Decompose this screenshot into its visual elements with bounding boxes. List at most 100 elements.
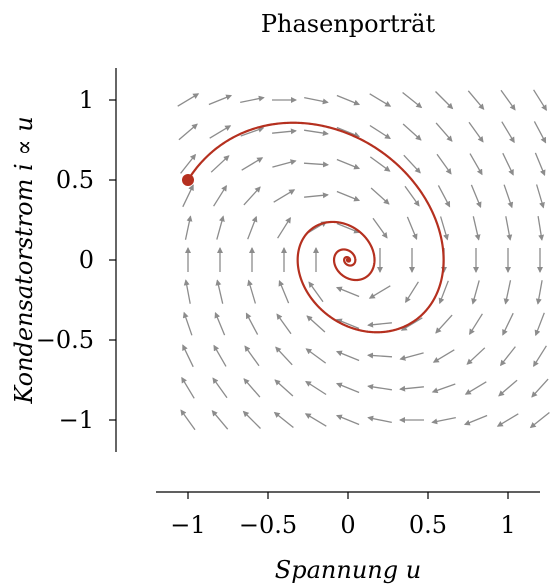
field-arrow: [181, 376, 195, 399]
trajectory-curve: [187, 121, 445, 334]
chart-title: Phasenporträt: [261, 10, 436, 38]
field-arrow: [274, 379, 294, 397]
field-arrow: [241, 157, 264, 171]
field-arrow: [432, 349, 455, 363]
field-arrow: [463, 414, 488, 426]
field-arrow: [272, 128, 297, 135]
field-arrow: [533, 89, 547, 112]
field-arrow: [467, 90, 485, 110]
field-arrow: [438, 280, 449, 305]
field-arrow: [178, 123, 198, 141]
field-arrow: [308, 281, 324, 303]
field-arrow: [369, 124, 391, 140]
field-arrow: [367, 321, 392, 328]
field-arrow: [370, 187, 390, 205]
field-arrow: [502, 312, 514, 336]
vector-field: [177, 89, 550, 431]
y-tick-label: 0.5: [56, 166, 94, 194]
field-arrow: [469, 153, 483, 176]
field-arrow: [305, 380, 327, 396]
x-tick-label: 0.5: [409, 511, 447, 539]
field-arrow: [247, 215, 258, 240]
field-arrow: [533, 121, 547, 144]
field-arrow: [499, 346, 516, 367]
field-arrow: [537, 215, 545, 241]
field-arrow: [240, 126, 265, 137]
field-arrow: [402, 91, 423, 109]
field-arrow: [399, 352, 424, 361]
field-arrow: [367, 415, 392, 424]
field-arrow: [435, 314, 453, 334]
field-arrow: [500, 89, 516, 111]
field-arrow: [470, 184, 482, 209]
field-arrow: [244, 345, 260, 367]
field-arrow: [399, 385, 424, 392]
trajectory-layer: [182, 121, 445, 334]
field-arrow: [501, 121, 515, 144]
field-arrow: [182, 311, 193, 336]
field-arrow: [243, 186, 261, 206]
field-arrow: [209, 125, 232, 139]
field-arrow: [471, 280, 480, 305]
field-arrow: [305, 348, 327, 364]
field-arrow: [469, 313, 483, 336]
field-arrow: [303, 161, 329, 168]
x-tick-label: 0: [340, 511, 355, 539]
field-arrow: [403, 154, 421, 174]
field-arrow: [211, 410, 229, 430]
y-tick-label: 0: [79, 246, 94, 274]
field-arrow: [215, 279, 224, 304]
field-arrow: [272, 159, 297, 168]
y-tick-label: −1: [59, 406, 94, 434]
field-arrow: [273, 411, 294, 429]
field-arrow: [336, 190, 361, 202]
field-arrow: [336, 158, 361, 170]
field-arrow: [336, 126, 361, 138]
x-tick-label: 1: [500, 511, 515, 539]
field-arrow: [278, 279, 290, 304]
field-arrow: [533, 345, 547, 368]
field-arrow: [304, 192, 329, 199]
field-arrow: [183, 279, 191, 304]
field-arrow: [369, 93, 392, 107]
field-arrow: [468, 121, 484, 143]
x-tick-label: −1: [170, 511, 205, 539]
field-arrow: [529, 411, 550, 429]
field-arrow: [505, 216, 513, 241]
field-arrow: [535, 280, 543, 305]
field-arrow: [335, 382, 360, 394]
field-arrow: [243, 378, 261, 398]
field-arrow: [472, 216, 481, 241]
field-arrow: [439, 216, 449, 241]
field-arrow: [466, 347, 486, 365]
field-arrow: [404, 185, 420, 207]
x-tick-label: −0.5: [239, 511, 297, 539]
field-arrow: [367, 383, 392, 391]
y-tick-label: −0.5: [36, 326, 94, 354]
field-arrow: [435, 91, 454, 110]
field-arrow: [464, 381, 487, 395]
field-arrow: [304, 96, 329, 105]
field-arrow: [247, 279, 257, 304]
field-arrow: [242, 410, 261, 429]
field-arrow: [177, 93, 200, 107]
x-axis-label: Spannung u: [275, 556, 421, 584]
y-axis-label: Kondensatorstrom i ∝ u: [10, 116, 38, 404]
field-arrow: [306, 315, 326, 333]
field-arrow: [405, 281, 419, 304]
field-arrow: [275, 346, 293, 366]
field-arrow: [502, 152, 514, 176]
field-arrow: [336, 222, 361, 234]
field-arrow: [534, 312, 545, 337]
field-arrow: [216, 215, 225, 240]
field-arrow: [402, 123, 422, 141]
field-arrow: [406, 216, 418, 241]
initial-point-marker: [182, 174, 194, 186]
field-arrow: [245, 312, 259, 335]
y-axis-ticks: 1 0.5 0 −0.5 −1: [36, 86, 116, 434]
field-arrow: [503, 184, 514, 209]
field-arrow: [276, 313, 292, 335]
field-arrow: [180, 153, 197, 174]
field-arrow: [335, 414, 360, 426]
field-arrow: [180, 409, 196, 431]
